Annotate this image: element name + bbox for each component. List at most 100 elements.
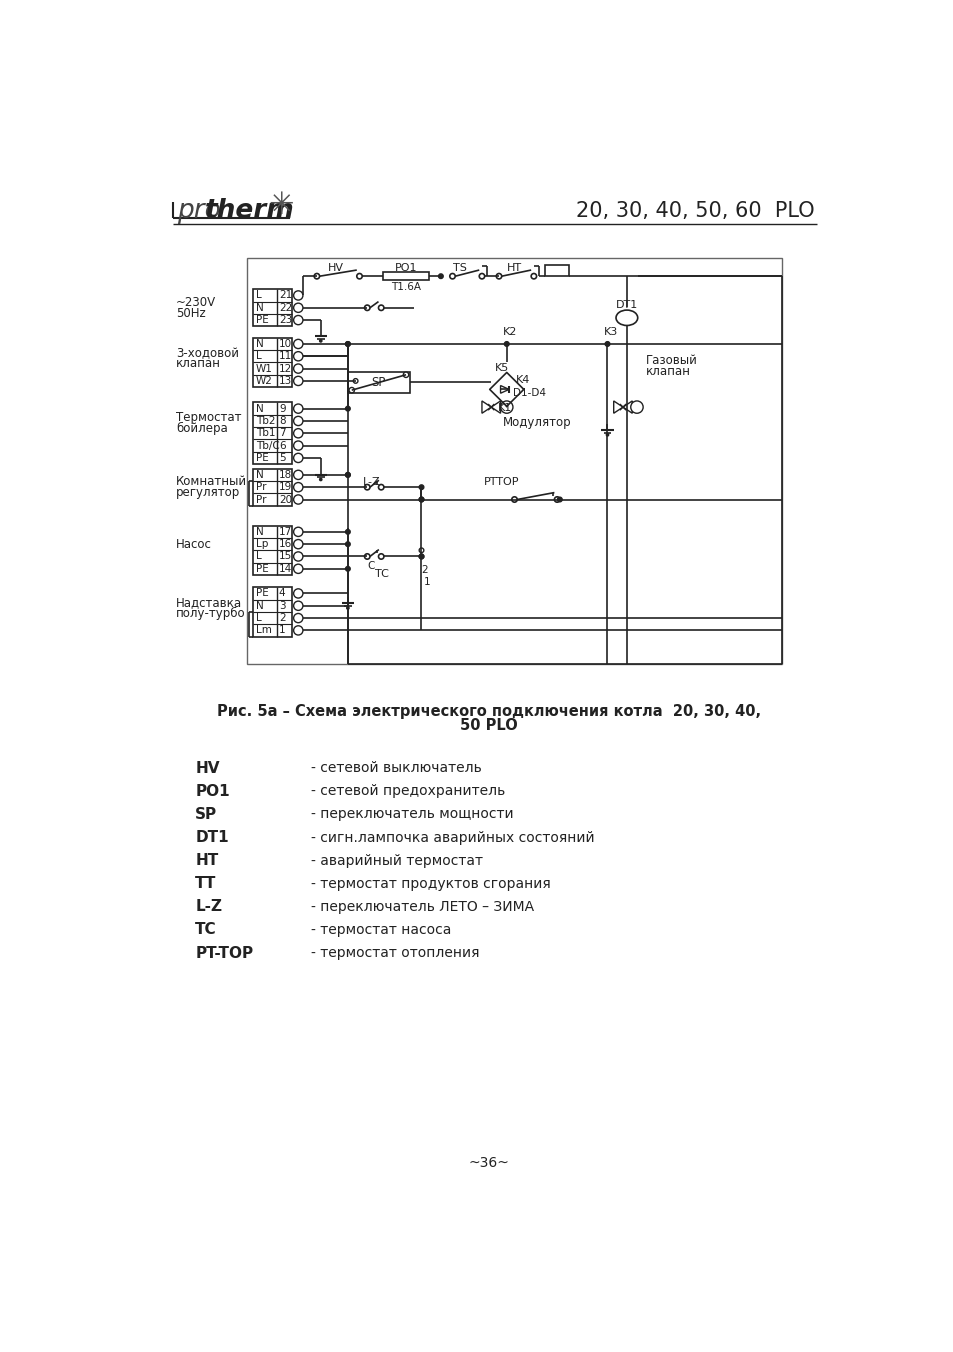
Text: 8: 8: [278, 416, 285, 426]
Circle shape: [554, 496, 559, 502]
Circle shape: [630, 402, 642, 414]
Ellipse shape: [616, 310, 637, 326]
Text: DT1: DT1: [195, 830, 229, 845]
Circle shape: [294, 416, 303, 426]
Circle shape: [294, 470, 303, 480]
Polygon shape: [491, 402, 500, 414]
Circle shape: [319, 339, 321, 342]
Text: PO1: PO1: [395, 262, 416, 273]
Text: N: N: [255, 339, 263, 349]
Text: 6: 6: [278, 441, 285, 450]
Text: Надставка: Надставка: [175, 596, 242, 610]
Text: TC: TC: [195, 922, 216, 937]
Circle shape: [364, 484, 370, 489]
Text: ~36~: ~36~: [468, 1156, 509, 1171]
Text: 12: 12: [278, 364, 292, 373]
Text: 13: 13: [278, 376, 292, 385]
Text: N: N: [255, 303, 263, 312]
Circle shape: [294, 614, 303, 623]
Text: бойлера: бойлера: [175, 422, 228, 435]
Circle shape: [294, 352, 303, 361]
Circle shape: [378, 484, 383, 489]
Bar: [382, 272, 429, 280]
Text: 5: 5: [278, 453, 285, 462]
Text: K3: K3: [603, 327, 618, 337]
Text: Pr: Pr: [255, 495, 266, 504]
Text: N: N: [255, 527, 263, 537]
Text: Lp: Lp: [255, 539, 268, 549]
Circle shape: [606, 434, 608, 435]
Text: N: N: [255, 600, 263, 611]
Text: 2: 2: [421, 565, 428, 576]
Text: 11: 11: [278, 352, 292, 361]
Circle shape: [345, 407, 350, 411]
Text: Насос: Насос: [175, 538, 212, 552]
Text: 9: 9: [278, 404, 285, 414]
Text: 10: 10: [278, 339, 292, 349]
Circle shape: [294, 539, 303, 549]
Circle shape: [294, 429, 303, 438]
Text: ✳: ✳: [268, 191, 294, 220]
Text: HT: HT: [506, 262, 521, 273]
Text: PT-TOP: PT-TOP: [195, 945, 253, 960]
Text: 1: 1: [423, 577, 430, 587]
Circle shape: [418, 498, 423, 502]
Text: 1: 1: [278, 626, 285, 635]
Text: 19: 19: [278, 483, 292, 492]
Text: W2: W2: [255, 376, 273, 385]
Text: 21: 21: [278, 291, 292, 300]
Circle shape: [294, 339, 303, 349]
Circle shape: [418, 554, 423, 558]
Circle shape: [294, 453, 303, 462]
Bar: [253, 338, 292, 387]
Text: 4: 4: [278, 588, 285, 599]
Text: PE: PE: [255, 588, 268, 599]
Text: C: C: [367, 561, 375, 572]
Text: 20: 20: [278, 495, 292, 504]
Text: Модулятор: Модулятор: [502, 416, 571, 429]
Text: - термостат насоса: - термостат насоса: [311, 923, 452, 937]
Circle shape: [418, 554, 423, 558]
Circle shape: [345, 473, 350, 477]
Text: 3-ходовой: 3-ходовой: [175, 346, 238, 360]
Text: N: N: [255, 404, 263, 414]
Text: Газовый: Газовый: [645, 354, 698, 368]
Text: Tb/C: Tb/C: [255, 441, 279, 450]
Circle shape: [531, 273, 536, 279]
Bar: [253, 469, 292, 506]
Text: - переключатель мощности: - переключатель мощности: [311, 807, 514, 822]
Circle shape: [294, 589, 303, 598]
Circle shape: [314, 273, 319, 279]
Text: L: L: [255, 612, 261, 623]
Text: Tb1: Tb1: [255, 429, 274, 438]
Circle shape: [294, 376, 303, 385]
Bar: [253, 526, 292, 575]
Text: 18: 18: [278, 470, 292, 480]
Text: Термостат: Термостат: [175, 411, 241, 425]
Text: - сигн.лампочка аварийных состояний: - сигн.лампочка аварийных состояний: [311, 830, 595, 845]
Text: DT1: DT1: [615, 300, 638, 310]
Text: - термостат продуктов сгорания: - термостат продуктов сгорания: [311, 876, 551, 891]
Text: PE: PE: [255, 453, 268, 462]
Text: Рис. 5а – Схема электрического подключения котла  20, 30, 40,: Рис. 5а – Схема электрического подключен…: [216, 704, 760, 719]
Text: HV: HV: [328, 262, 344, 273]
Text: HT: HT: [195, 853, 218, 868]
Text: PE: PE: [255, 315, 268, 324]
Text: TS: TS: [453, 262, 467, 273]
Circle shape: [364, 554, 370, 560]
Polygon shape: [613, 402, 622, 414]
Circle shape: [346, 607, 349, 610]
Text: L: L: [255, 552, 261, 561]
Text: 14: 14: [278, 564, 292, 573]
Text: ~230V: ~230V: [175, 296, 215, 308]
Bar: [253, 403, 292, 464]
Text: N: N: [255, 470, 263, 480]
Text: клапан: клапан: [645, 365, 690, 379]
Circle shape: [418, 485, 423, 489]
Circle shape: [294, 483, 303, 492]
Circle shape: [294, 364, 303, 373]
Text: K1: K1: [497, 403, 511, 412]
Text: Комнатный: Комнатный: [175, 476, 247, 488]
Circle shape: [504, 342, 509, 346]
Text: therm: therm: [205, 197, 294, 223]
